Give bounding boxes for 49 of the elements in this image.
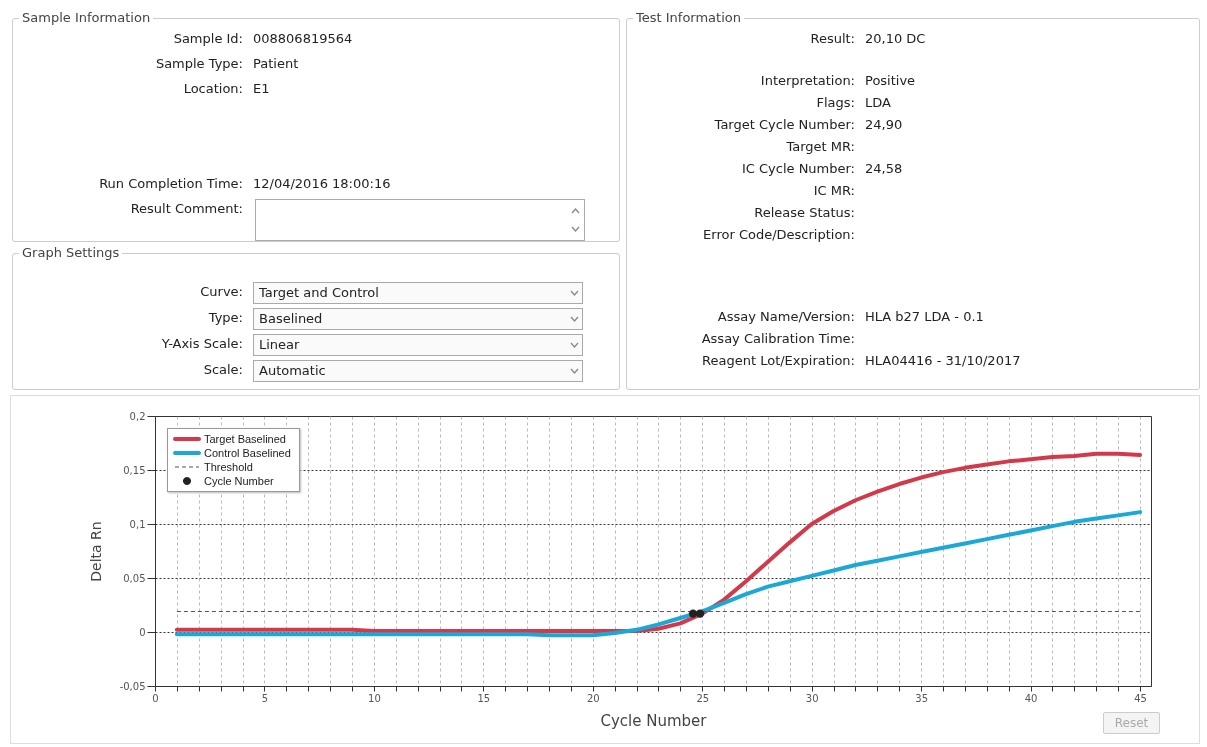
- text: Run Completion Time: 12/04/2016 18:00:16: [99, 176, 391, 191]
- text: Interpretation: Positive: [760, 73, 916, 88]
- x-axis-title: Cycle Number: [600, 711, 708, 730]
- y-tick-label: 0,1: [129, 518, 146, 530]
- text: Target MR:: [786, 139, 855, 154]
- x-tick-label: 30: [805, 692, 819, 704]
- text: Sample Id: 008806819564: [173, 31, 353, 46]
- text: IC Cycle Number: 24,58: [741, 161, 903, 176]
- y-tick-label: 0: [139, 626, 146, 638]
- y-tick-label: 0,2: [129, 410, 146, 422]
- legend-label: Threshold: [204, 461, 253, 473]
- text: Sample Information: [19, 10, 154, 25]
- y-axis-title: Delta Rn: [87, 521, 104, 582]
- text: Location: E1: [183, 81, 270, 96]
- text: Test Information: [633, 10, 744, 25]
- x-tick-label: 5: [261, 692, 269, 704]
- text: Reset: [1103, 712, 1160, 734]
- text: Assay Calibration Time:: [701, 331, 855, 346]
- y-tick-label: 0,15: [123, 464, 146, 476]
- line-series: [174, 510, 1143, 638]
- x-tick-label: 10: [368, 692, 381, 704]
- line-series: [174, 451, 1143, 633]
- text: Curve: Target and Control: [200, 284, 379, 300]
- x-tick-label: 20: [586, 692, 600, 704]
- x-tick-label: 25: [696, 692, 710, 704]
- x-tick-label: 40: [1024, 692, 1038, 704]
- text: Flags: LDA: [816, 95, 891, 110]
- legend-label: Cycle Number: [204, 475, 274, 487]
- y-tick-label: -0,05: [119, 680, 146, 692]
- text: Reagent Lot/Expiration: HLA04416 - 31/10/2017: [702, 353, 1021, 368]
- text: Error Code/Description:: [703, 227, 855, 242]
- legend-label: Control Baselined: [204, 447, 291, 459]
- text: IC MR:: [813, 183, 855, 198]
- legend-label: Target Baselined: [204, 433, 286, 445]
- x-tick-label: 45: [1134, 692, 1147, 704]
- text: Graph Settings: [19, 245, 123, 260]
- text: Result Comment:: [130, 201, 243, 216]
- text: Sample Type: Patient: [155, 56, 299, 71]
- text: Target Cycle Number: 24,90: [714, 117, 903, 132]
- text: Release Status:: [754, 205, 855, 220]
- x-tick-label: 35: [915, 692, 929, 704]
- text: Type: Baselined: [208, 310, 323, 326]
- x-tick-label: 15: [477, 692, 491, 704]
- y-tick-label: 0,05: [123, 572, 146, 584]
- text: Y-Axis Scale: Linear: [161, 336, 300, 352]
- text: Assay Name/Version: HLA b27 LDA - 0.1: [717, 309, 984, 324]
- text: Scale: Automatic: [203, 362, 326, 378]
- x-tick-label: 0: [152, 692, 159, 704]
- text: Result: 20,10 DC: [810, 31, 926, 46]
